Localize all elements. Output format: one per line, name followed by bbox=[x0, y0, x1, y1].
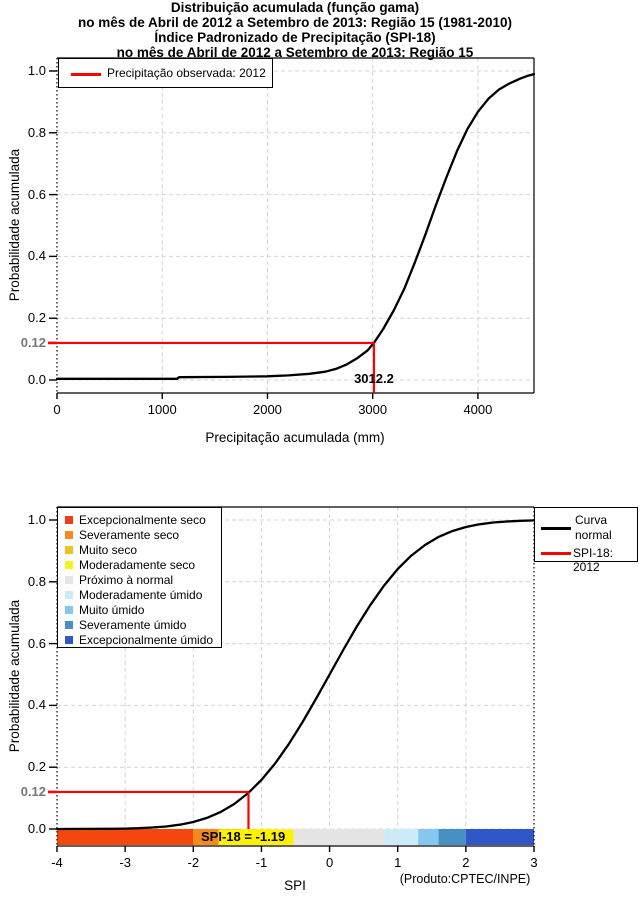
spi-2012-legend-label: SPI-18: 2012 bbox=[573, 546, 614, 574]
bottom-x-tick-label: 0 bbox=[325, 855, 334, 870]
bottom-chart-xlabel: SPI bbox=[284, 878, 306, 893]
spi-category-legend-item: Severamente úmido bbox=[58, 617, 221, 632]
spi-value-label: SPI-18 = -1.19 bbox=[201, 829, 286, 844]
spi-category-bar-segment bbox=[465, 829, 534, 845]
top-chart-ylabel: Probabilidade acumulada bbox=[7, 148, 22, 302]
spi-category-legend-item: Muito seco bbox=[58, 542, 221, 557]
category-label: Severamente seco bbox=[79, 527, 180, 542]
top-x-tick-label: 1000 bbox=[147, 402, 177, 417]
category-label: Muito seco bbox=[79, 542, 138, 557]
bottom-chart-ylabel: Probabilidade acumulada bbox=[7, 599, 22, 753]
bottom-x-tick-label: 1 bbox=[394, 855, 402, 870]
category-label: Severamente úmido bbox=[79, 617, 187, 632]
category-label: Excepcionalmente úmido bbox=[79, 632, 214, 647]
top-x-tick-label: 4000 bbox=[463, 402, 493, 417]
bottom-chart-title: Índice Padronizado de Precipitação (SPI-… bbox=[154, 30, 436, 45]
top-chart-legend: Precipitação observada: 2012 bbox=[58, 58, 273, 88]
category-swatch bbox=[65, 530, 73, 539]
top-marker-y-label: 0.12 bbox=[20, 334, 46, 350]
spi-category-legend-item: Muito úmido bbox=[58, 602, 221, 617]
bottom-y-tick-label: 1.0 bbox=[27, 512, 46, 527]
spi-category-legend-item: Moderadamente seco bbox=[58, 557, 221, 572]
top-y-tick-label: 0.2 bbox=[27, 310, 46, 326]
spi-category-bar-segment bbox=[438, 829, 466, 845]
category-swatch bbox=[65, 635, 73, 644]
top-y-tick-label: 0.0 bbox=[27, 372, 46, 387]
spi-category-legend-item: Excepcionalmente úmido bbox=[58, 632, 221, 647]
bottom-x-tick-label: -3 bbox=[119, 855, 131, 870]
normal-curve-legend-label: Curva normal bbox=[575, 513, 612, 542]
product-credit: (Produto:CPTEC/INPE) bbox=[399, 872, 531, 886]
bottom-chart-subtitle: no mês de Abril de 2012 a Setembro de 20… bbox=[116, 45, 474, 60]
top-x-tick-label: 2000 bbox=[252, 402, 282, 417]
bottom-x-tick-label: -4 bbox=[51, 855, 63, 870]
spi-category-bar-segment bbox=[418, 829, 439, 845]
category-swatch bbox=[65, 545, 73, 554]
bottom-x-tick-label: -2 bbox=[187, 855, 200, 870]
bottom-marker-y-label: 0.12 bbox=[20, 783, 46, 799]
bottom-y-tick-label: 0.2 bbox=[27, 759, 46, 775]
top-y-tick-label: 0.4 bbox=[27, 248, 46, 264]
spi-category-legend-item: Próximo à normal bbox=[58, 572, 221, 587]
spi-value-highlight bbox=[218, 829, 294, 845]
normal-cdf-curve bbox=[55, 519, 536, 831]
bottom-y-tick-label: 0.6 bbox=[27, 635, 46, 651]
spi-category-bar-segment bbox=[193, 829, 221, 845]
top-x-tick-label: 0 bbox=[53, 402, 61, 417]
top-y-tick-label: 0.6 bbox=[27, 186, 46, 202]
observed-precip-legend-label: Precipitação observada: 2012 bbox=[107, 66, 266, 80]
spi-category-legend-item: Severamente seco bbox=[58, 527, 221, 542]
curves-legend: Curva normal SPI-18: 2012 bbox=[534, 507, 638, 574]
precip-value-label: 3012.2 bbox=[354, 371, 394, 386]
category-label: Moderadamente seco bbox=[79, 557, 196, 572]
top-y-tick-label: 0.8 bbox=[27, 124, 46, 140]
spi-category-bar-segment bbox=[384, 829, 419, 845]
spi-category-legend-item: Excepcionalmente seco bbox=[58, 512, 221, 527]
spi-category-bar-segment bbox=[57, 829, 194, 845]
category-swatch bbox=[65, 620, 73, 629]
bottom-y-tick-label: 0.0 bbox=[27, 821, 46, 836]
category-label: Moderadamente úmido bbox=[79, 587, 203, 602]
bottom-x-tick-label: -1 bbox=[255, 855, 268, 870]
category-label: Próximo à normal bbox=[79, 572, 174, 587]
category-swatch bbox=[65, 590, 73, 599]
top-y-tick-label: 1.0 bbox=[27, 63, 46, 78]
top-chart-subtitle: no mês de Abril de 2012 a Setembro de 20… bbox=[78, 15, 512, 30]
spi-categories-legend: Excepcionalmente seco Severamente seco Mui… bbox=[57, 507, 222, 648]
normal-curve-line-swatch bbox=[541, 527, 571, 530]
category-swatch bbox=[65, 515, 73, 524]
bottom-x-tick-label: 2 bbox=[462, 855, 470, 870]
category-swatch bbox=[65, 575, 73, 584]
top-x-tick-label: 3000 bbox=[358, 402, 388, 417]
bottom-x-tick-label: 3 bbox=[530, 855, 538, 870]
bottom-y-tick-label: 0.4 bbox=[27, 697, 46, 713]
spi-2012-line-swatch bbox=[541, 552, 571, 555]
category-swatch bbox=[65, 560, 73, 569]
top-chart-title: Distribuição acumulada (função gama) bbox=[170, 0, 420, 15]
observed-precip-line-swatch bbox=[71, 73, 101, 76]
gamma-cdf-curve bbox=[55, 72, 536, 380]
spi-category-legend-item: Moderadamente úmido bbox=[58, 587, 221, 602]
category-label: Muito úmido bbox=[79, 602, 145, 617]
category-label: Excepcionalmente seco bbox=[79, 512, 206, 527]
top-chart-xlabel: Precipitação acumulada (mm) bbox=[205, 430, 385, 445]
bottom-y-tick-label: 0.8 bbox=[27, 573, 46, 589]
spi-category-bar-segment bbox=[275, 829, 385, 845]
category-swatch bbox=[65, 605, 73, 614]
